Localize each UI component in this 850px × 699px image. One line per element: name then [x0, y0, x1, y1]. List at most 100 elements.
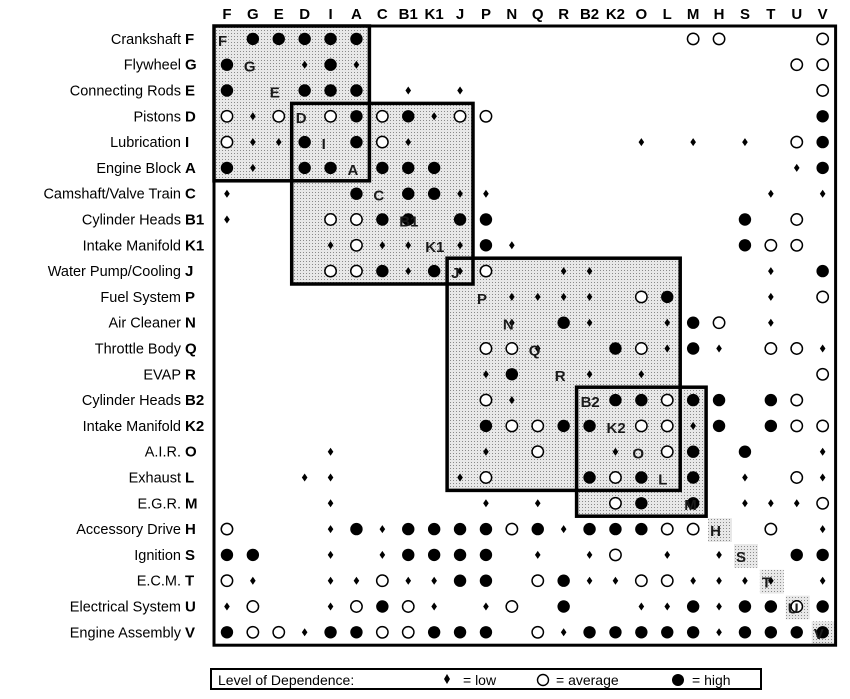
low-dependence-mark — [353, 576, 360, 585]
dependency-marks-layer — [220, 32, 830, 639]
high-dependence-mark — [738, 600, 752, 613]
low-dependence-mark — [250, 138, 256, 147]
low-dependence-mark — [405, 267, 412, 276]
high-dependence-mark — [686, 445, 700, 458]
high-dependence-mark — [661, 626, 674, 639]
diagonal-code: M — [684, 497, 697, 514]
diagonal-code: I — [322, 136, 326, 153]
high-dependence-mark — [427, 187, 441, 200]
low-dependence-mark — [379, 525, 386, 534]
average-dependence-mark — [401, 600, 415, 613]
low-dependence-mark — [586, 370, 593, 379]
column-label: T — [766, 6, 775, 23]
high-dependence-mark — [635, 471, 648, 484]
high-dependence-mark — [686, 342, 700, 355]
row-code: P — [185, 289, 195, 306]
high-dependence-mark — [790, 548, 803, 562]
low-dependence-mark — [768, 292, 774, 301]
high-dependence-mark — [427, 626, 441, 639]
average-dependence-mark — [816, 367, 830, 381]
low-dependence-mark — [250, 112, 256, 121]
diagonal-code: V — [814, 626, 824, 643]
high-dependence-mark — [376, 213, 389, 226]
average-dependence-mark — [790, 393, 804, 407]
high-dependence-mark — [220, 58, 234, 71]
average-dependence-mark — [790, 238, 804, 252]
average-dependence-mark — [324, 213, 337, 226]
low-dependence-mark — [405, 241, 412, 250]
high-dependence-mark — [686, 497, 700, 510]
average-dependence-mark — [660, 522, 674, 536]
diagonal-code: S — [736, 549, 746, 566]
column-label: Q — [532, 6, 544, 23]
low-dependence-mark — [509, 292, 515, 301]
diagonal-code: A — [348, 162, 359, 179]
high-dependence-mark — [402, 548, 415, 562]
average-dependence-mark — [764, 238, 778, 252]
low-dependence-mark — [768, 318, 774, 327]
low-dependence-mark — [457, 86, 463, 95]
low-dependence-mark — [638, 370, 645, 379]
high-dependence-mark — [479, 548, 493, 562]
low-dependence-mark — [742, 473, 748, 482]
low-dependence-mark — [224, 602, 230, 611]
high-dependence-mark — [479, 419, 493, 433]
row-code: E — [185, 83, 195, 100]
average-dependence-mark — [660, 574, 674, 588]
high-dependence-symbol — [671, 673, 685, 690]
low-dependence-mark — [327, 525, 334, 534]
low-dependence-mark — [560, 525, 567, 534]
high-dependence-mark — [686, 316, 700, 329]
low-dependence-mark — [483, 189, 489, 198]
row-code: K1 — [185, 237, 204, 254]
row-label: Lubrication — [110, 135, 181, 151]
row-label: Exhaust — [129, 471, 181, 487]
high-dependence-mark — [427, 161, 441, 175]
low-dependence-mark — [534, 499, 541, 508]
column-label: G — [247, 6, 259, 23]
high-dependence-mark — [376, 161, 389, 175]
high-dependence-mark — [453, 574, 467, 587]
column-label: R — [558, 6, 569, 23]
row-code: T — [185, 573, 194, 590]
high-dependence-mark — [635, 497, 648, 510]
average-dependence-mark — [220, 522, 234, 536]
average-dependence-mark — [816, 58, 830, 72]
low-dependence-symbol — [442, 673, 452, 690]
diagonal-code: G — [244, 59, 256, 76]
low-dependence-mark — [327, 241, 334, 250]
average-dependence-mark — [764, 342, 778, 355]
high-dependence-mark — [686, 626, 700, 639]
high-dependence-mark — [712, 419, 726, 433]
diagonal-code: P — [477, 291, 487, 308]
high-dependence-mark — [479, 574, 493, 587]
low-dependence-mark — [768, 576, 774, 585]
average-dependence-mark — [816, 419, 830, 433]
high-dependence-mark — [816, 600, 829, 613]
high-dependence-mark — [246, 548, 260, 562]
row-code: L — [185, 470, 194, 487]
matrix-frame — [212, 24, 838, 647]
low-dependence-mark — [612, 447, 619, 456]
low-dependence-mark — [716, 628, 722, 637]
column-label: H — [714, 6, 725, 23]
low-dependence-mark — [224, 189, 230, 198]
low-dependence-mark — [405, 86, 412, 95]
low-dependence-mark — [742, 138, 748, 147]
legend-average-label: = average — [556, 672, 619, 688]
diagonal-code: U — [788, 600, 799, 617]
cluster-shading — [576, 387, 707, 517]
column-label: J — [456, 6, 464, 23]
row-label: Cylinder Heads — [82, 213, 181, 229]
diagonal-code: R — [555, 368, 566, 385]
average-dependence-mark — [790, 419, 804, 433]
low-dependence-mark — [457, 189, 463, 198]
low-dependence-mark — [690, 576, 696, 585]
low-dependence-mark — [819, 576, 826, 585]
row-code: Q — [185, 341, 197, 358]
low-dependence-mark — [534, 344, 541, 353]
average-dependence-mark — [375, 574, 389, 588]
high-dependence-mark — [402, 213, 415, 226]
legend-low-label: = low — [463, 672, 497, 688]
low-dependence-mark — [586, 318, 593, 327]
